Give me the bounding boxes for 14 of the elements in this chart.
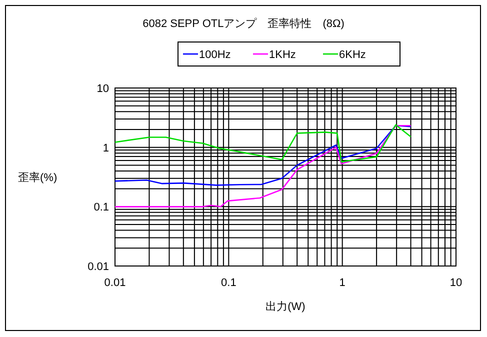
x-tick-label: 1 [339,277,346,289]
legend-label: 6KHz [339,49,366,61]
y-tick-label: 0.1 [94,202,109,214]
y-axis-title: 歪率(%) [18,171,58,184]
y-tick-label: 1 [102,142,109,154]
y-tick-label: 0.01 [88,261,109,273]
x-axis-title: 出力(W) [266,300,306,313]
x-tick-label: 0.1 [221,277,236,289]
x-tick-label: 0.01 [104,277,126,289]
legend-label: 1KHz [269,49,296,61]
x-tick-label: 10 [450,277,462,289]
legend-label: 100Hz [199,49,231,61]
y-tick-label: 10 [96,83,109,95]
chart-title: 6082 SEPP OTLアンプ 歪率特性 (8Ω) [142,17,344,30]
